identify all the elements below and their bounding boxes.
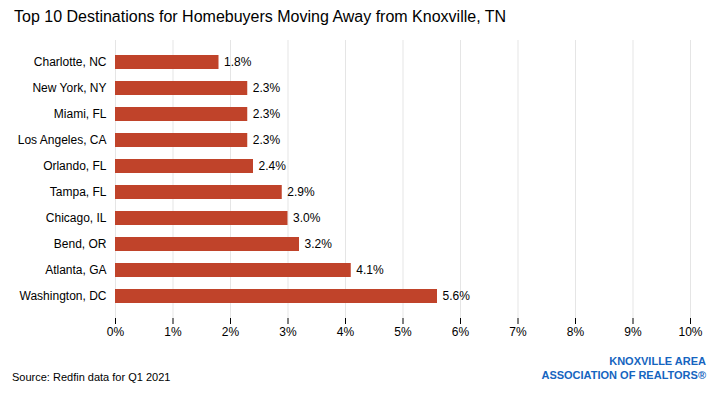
svg-text:1%: 1% [164, 325, 182, 339]
svg-text:Bend, OR: Bend, OR [54, 237, 107, 251]
svg-text:5.6%: 5.6% [443, 289, 471, 303]
svg-text:Chicago, IL: Chicago, IL [46, 211, 107, 225]
svg-text:7%: 7% [509, 325, 527, 339]
svg-text:Washington, DC: Washington, DC [20, 289, 107, 303]
svg-text:4%: 4% [337, 325, 355, 339]
svg-text:3.2%: 3.2% [305, 237, 333, 251]
svg-text:2.3%: 2.3% [253, 107, 281, 121]
svg-text:2.3%: 2.3% [253, 133, 281, 147]
html-text:KNOXVILLE AREA: KNOXVILLE AREA [609, 355, 706, 367]
svg-text:0%: 0% [107, 325, 125, 339]
svg-text:Tampa, FL: Tampa, FL [50, 185, 107, 199]
svg-text:3%: 3% [279, 325, 297, 339]
svg-text:10%: 10% [678, 325, 702, 339]
svg-text:Orlando, FL: Orlando, FL [43, 159, 107, 173]
svg-text:5%: 5% [394, 325, 412, 339]
svg-text:4.1%: 4.1% [356, 263, 384, 277]
svg-text:Charlotte, NC: Charlotte, NC [34, 55, 107, 69]
svg-text:2%: 2% [222, 325, 240, 339]
svg-text:Miami, FL: Miami, FL [54, 107, 107, 121]
svg-text:2.3%: 2.3% [253, 81, 281, 95]
svg-text:2.9%: 2.9% [287, 185, 315, 199]
svg-text:New York, NY: New York, NY [32, 81, 106, 95]
svg-text:2.4%: 2.4% [259, 159, 287, 173]
html-text:Top 10 Destinations for Homebu: Top 10 Destinations for Homebuyers Movin… [14, 8, 507, 25]
html-text:ASSOCIATION OF REALTORS®: ASSOCIATION OF REALTORS® [541, 369, 706, 382]
svg-text:8%: 8% [567, 325, 585, 339]
svg-text:Los Angeles, CA: Los Angeles, CA [18, 133, 107, 147]
html-text:Source: Redfin data for Q1 202: Source: Redfin data for Q1 2021 [12, 370, 171, 383]
svg-text:9%: 9% [624, 325, 642, 339]
svg-text:6%: 6% [452, 325, 470, 339]
svg-text:Atlanta, GA: Atlanta, GA [45, 263, 106, 277]
svg-text:1.8%: 1.8% [224, 55, 252, 69]
svg-text:3.0%: 3.0% [293, 211, 321, 225]
